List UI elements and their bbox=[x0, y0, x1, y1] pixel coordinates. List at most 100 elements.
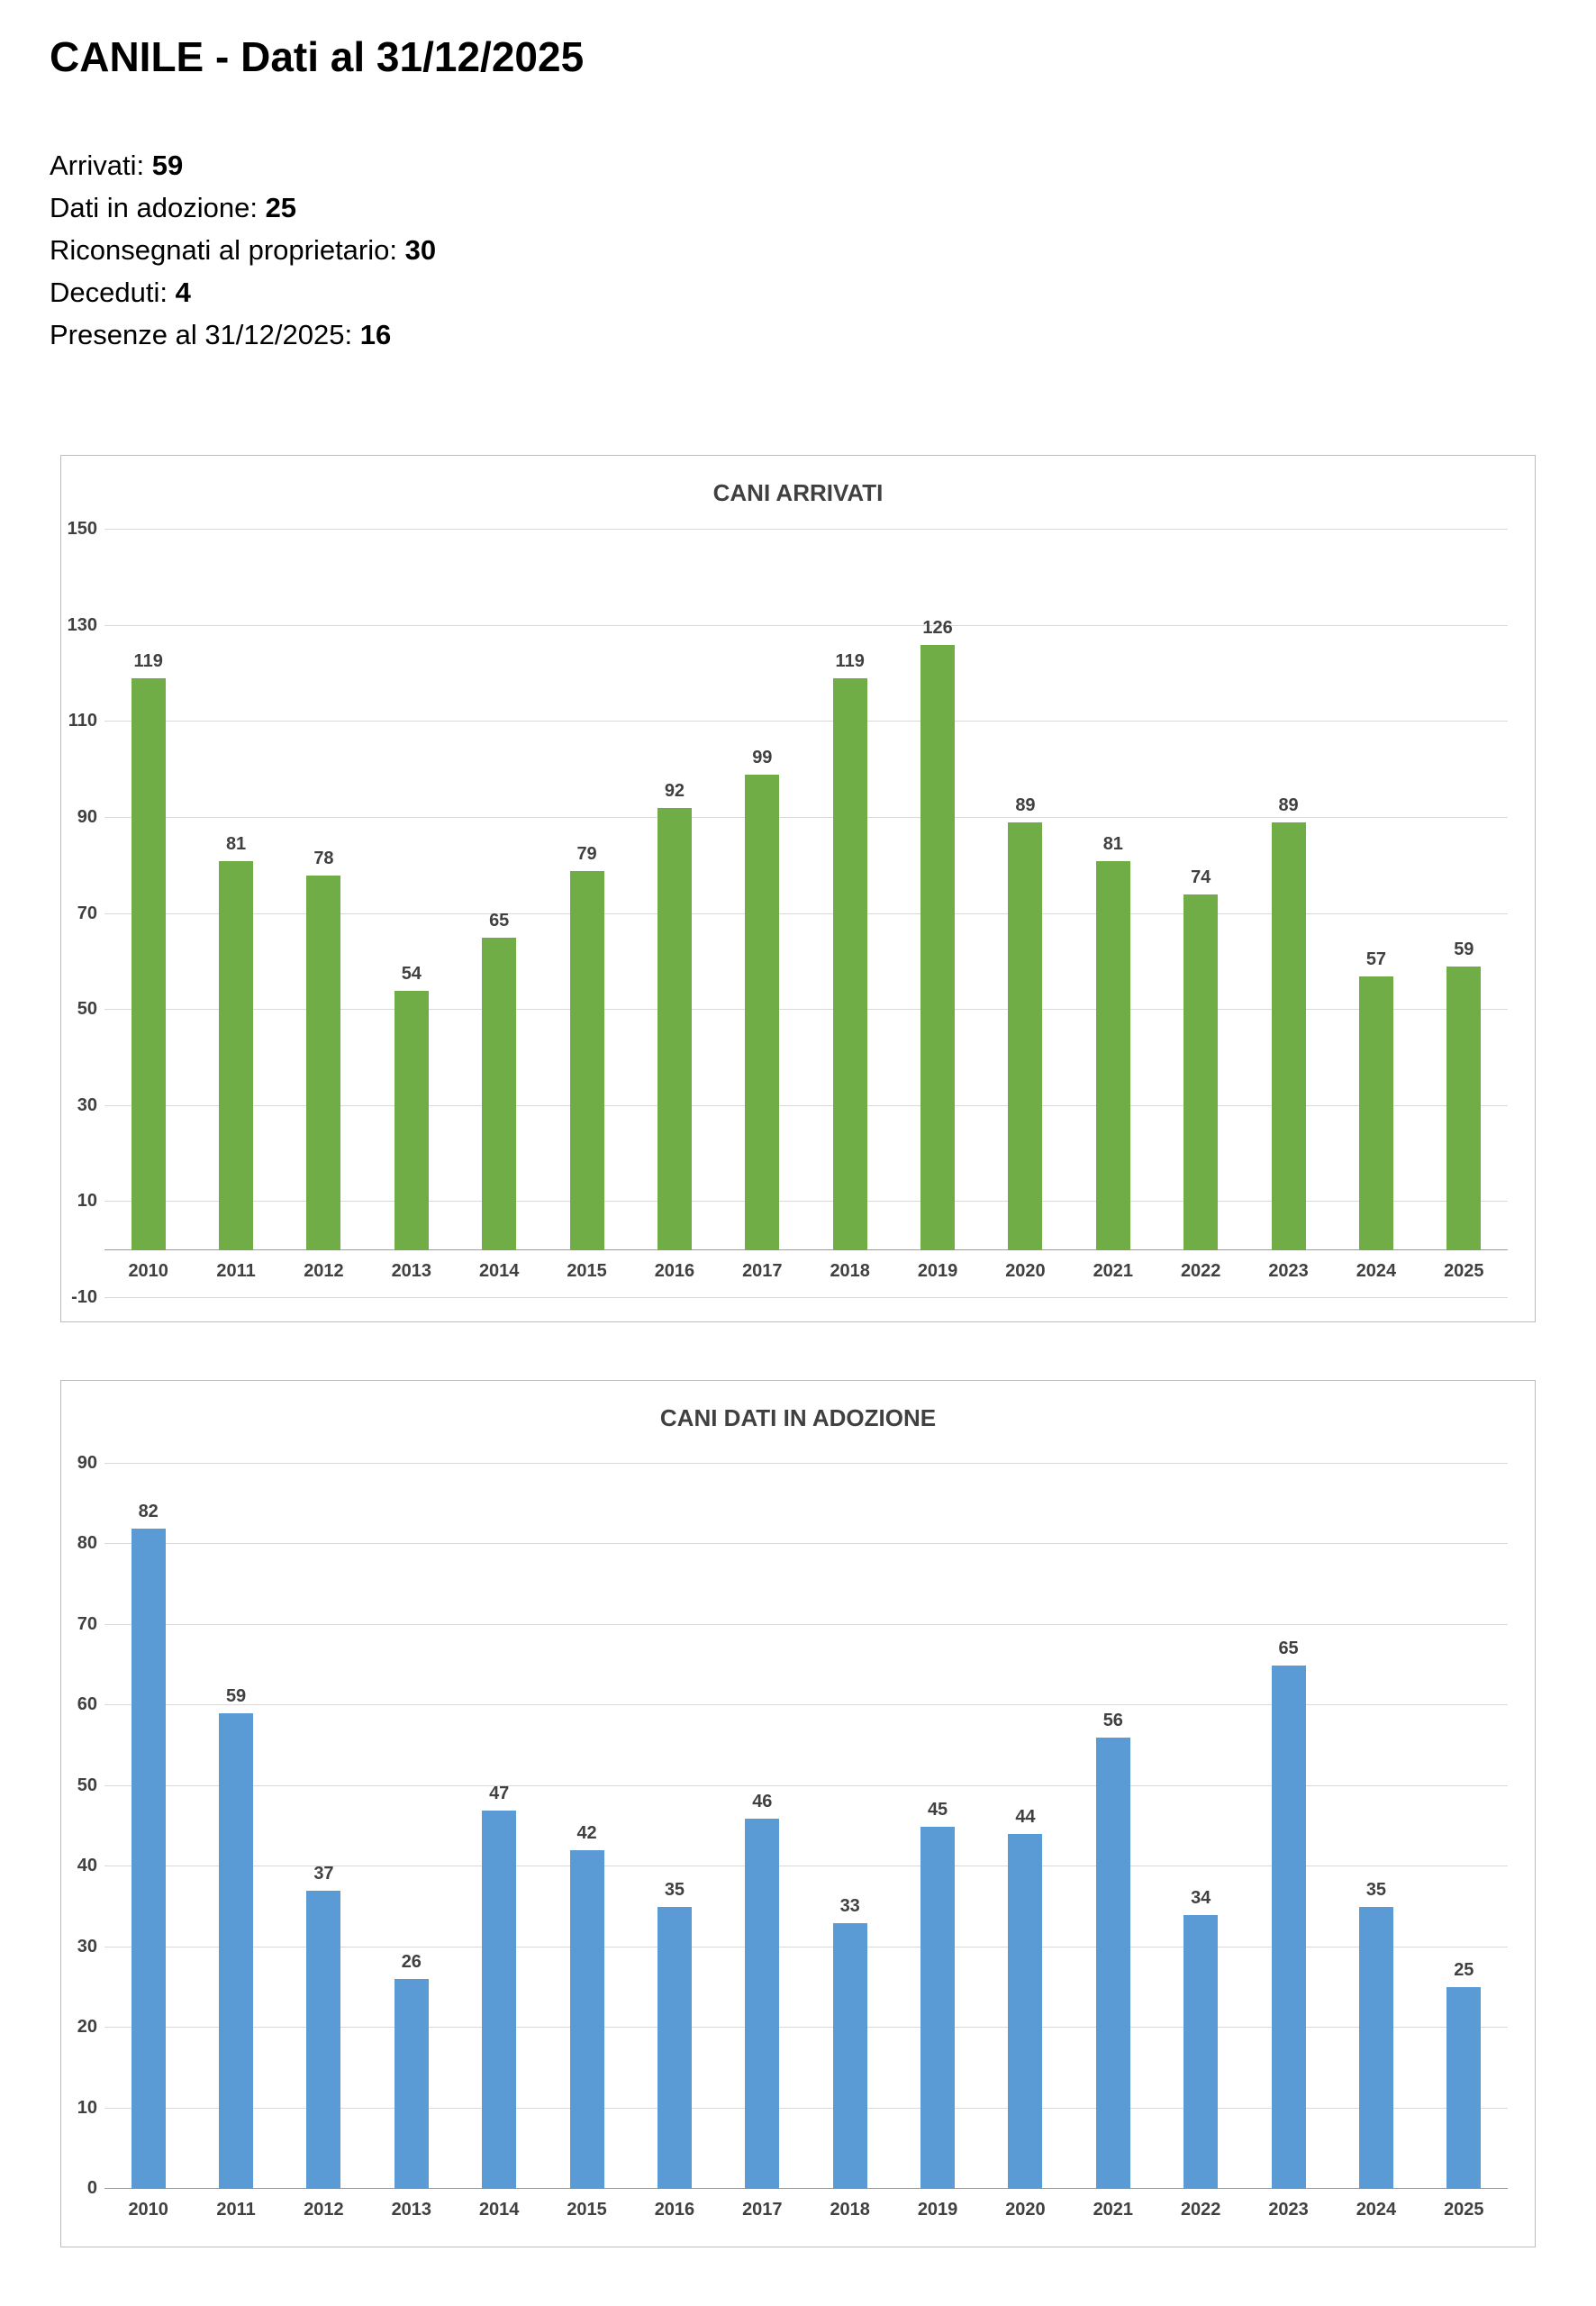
gridline bbox=[104, 912, 1508, 914]
gridline bbox=[104, 816, 1508, 818]
x-axis-tick-label: 2017 bbox=[742, 2200, 783, 2220]
bar-value-label: 65 bbox=[1278, 1638, 1299, 1658]
x-axis-tick-label: 2014 bbox=[478, 2200, 520, 2220]
x-axis-tick-label: 2012 bbox=[304, 1260, 344, 1281]
x-axis-tick-label: 2011 bbox=[216, 1260, 256, 1281]
bar bbox=[1183, 894, 1219, 1250]
x-axis-tick-label: 2019 bbox=[917, 1260, 958, 1281]
x-axis-tick-label: 2011 bbox=[216, 2200, 256, 2220]
chart-cani-arrivati: CANI ARRIVATI 150 130 110 90 70 50 30 10 -10 119 2… bbox=[60, 455, 1536, 1322]
x-axis-tick-label: 2024 bbox=[1356, 1260, 1397, 1281]
stat-label: Riconsegnati al proprietario: bbox=[50, 234, 397, 266]
bar-value-label: 126 bbox=[922, 617, 953, 638]
plot-area: 150 130 110 90 70 50 30 10 -10 119 2010 81 2011 78 201… bbox=[68, 519, 1508, 1307]
gridline bbox=[104, 1297, 1508, 1298]
bar-value-label: 57 bbox=[1365, 949, 1387, 969]
x-axis-tick-label: 2023 bbox=[1268, 1260, 1309, 1281]
bar-value-label: 119 bbox=[835, 651, 865, 672]
bar bbox=[131, 1528, 166, 2189]
chart-cani-dati-in-adozione: CANI DATI IN ADOZIONE 90 80 70 60 50 40 30 20 10… bbox=[60, 1380, 1536, 2247]
bar-value-label: 59 bbox=[1454, 940, 1474, 960]
bar bbox=[1358, 976, 1393, 1250]
y-axis-tick-label: 60 bbox=[77, 1694, 97, 1715]
y-axis-tick-label: 90 bbox=[77, 1453, 97, 1473]
bar bbox=[306, 875, 341, 1250]
stat-value: 4 bbox=[175, 277, 191, 308]
gridline bbox=[104, 1623, 1508, 1625]
stat-label: Deceduti: bbox=[50, 277, 168, 308]
x-axis-tick-label: 2017 bbox=[742, 1260, 783, 1281]
gridline bbox=[104, 2107, 1508, 2109]
stat-deceduti: Deceduti: 4 bbox=[50, 271, 436, 313]
bar bbox=[657, 1906, 692, 2189]
bar-value-label: 54 bbox=[401, 963, 422, 984]
bar-value-label: 47 bbox=[489, 1783, 510, 1803]
stat-label: Presenze al 31/12/2025: bbox=[50, 319, 353, 350]
bar-value-label: 81 bbox=[225, 833, 247, 854]
bar-value-label: 59 bbox=[225, 1686, 247, 1707]
bar bbox=[745, 1818, 780, 2189]
x-axis-tick-label: 2023 bbox=[1268, 2200, 1309, 2220]
gridline bbox=[104, 529, 1508, 530]
gridline bbox=[104, 2027, 1508, 2029]
bar bbox=[1358, 1906, 1393, 2189]
y-axis-tick-label: 150 bbox=[67, 519, 97, 539]
bar bbox=[1446, 967, 1482, 1250]
x-axis-tick-label: 2010 bbox=[128, 2200, 168, 2220]
bar-value-label: 35 bbox=[664, 1879, 685, 1900]
bar bbox=[219, 860, 254, 1250]
x-axis-tick-label: 2013 bbox=[391, 2200, 432, 2220]
bar bbox=[1008, 1834, 1043, 2189]
x-axis-tick-label: 2014 bbox=[478, 1260, 520, 1281]
x-axis-tick-label: 2018 bbox=[830, 2200, 870, 2220]
y-axis-tick-label: 10 bbox=[77, 1191, 97, 1212]
y-axis-tick-label: 70 bbox=[77, 903, 97, 923]
stat-value: 59 bbox=[151, 150, 184, 181]
bar-value-label: 78 bbox=[313, 848, 334, 868]
bar-value-label: 99 bbox=[752, 747, 773, 767]
y-axis-tick-label: 50 bbox=[77, 999, 97, 1020]
gridline bbox=[104, 1784, 1508, 1786]
y-axis-tick-label: 50 bbox=[77, 1775, 97, 1795]
y-axis-tick-label: 0 bbox=[86, 2178, 97, 2198]
x-axis-line bbox=[104, 2188, 1508, 2189]
y-axis-tick-label: 110 bbox=[68, 711, 97, 731]
bar bbox=[1271, 822, 1306, 1250]
bar bbox=[1446, 1987, 1482, 2189]
x-axis-tick-label: 2016 bbox=[654, 1260, 695, 1281]
bar bbox=[1183, 1914, 1219, 2189]
bar-value-label: 37 bbox=[313, 1864, 334, 1884]
stat-value: 16 bbox=[359, 319, 392, 350]
x-axis-tick-label: 2021 bbox=[1093, 1260, 1134, 1281]
bar-value-label: 119 bbox=[133, 651, 163, 672]
x-axis-tick-label: 2022 bbox=[1180, 2200, 1221, 2220]
bar bbox=[482, 938, 517, 1250]
bar-value-label: 89 bbox=[1278, 795, 1299, 816]
x-axis-tick-label: 2015 bbox=[567, 2200, 607, 2220]
stat-value: 30 bbox=[404, 234, 437, 266]
gridline bbox=[104, 1009, 1508, 1011]
bar bbox=[394, 990, 429, 1250]
bar-value-label: 74 bbox=[1191, 867, 1211, 888]
x-axis-tick-label: 2024 bbox=[1356, 2200, 1397, 2220]
plot-area: 90 80 70 60 50 40 30 20 10 0 82 2010 59 2011 37 2012 26 2… bbox=[77, 1453, 1508, 2220]
bar-value-label: 65 bbox=[489, 911, 510, 931]
y-axis-tick-label: -10 bbox=[71, 1287, 97, 1307]
bar bbox=[131, 678, 166, 1250]
bar bbox=[569, 1850, 604, 2189]
stat-arrivati: Arrivati: 59 bbox=[50, 144, 436, 186]
bar-value-label: 26 bbox=[401, 1952, 422, 1973]
bar bbox=[482, 1810, 517, 2189]
bar bbox=[219, 1713, 254, 2189]
page-title: CANILE - Dati al 31/12/2025 bbox=[50, 33, 585, 80]
x-axis-tick-label: 2022 bbox=[1180, 1260, 1221, 1281]
bar-value-label: 35 bbox=[1365, 1879, 1387, 1900]
bar-value-label: 79 bbox=[576, 843, 597, 864]
bar-value-label: 89 bbox=[1015, 795, 1036, 816]
y-axis-tick-label: 30 bbox=[77, 1936, 97, 1956]
y-axis-tick-label: 10 bbox=[77, 2097, 97, 2118]
bar bbox=[1095, 860, 1130, 1250]
chart-title: CANI DATI IN ADOZIONE bbox=[659, 1404, 937, 1431]
bar-value-label: 33 bbox=[839, 1895, 860, 1916]
